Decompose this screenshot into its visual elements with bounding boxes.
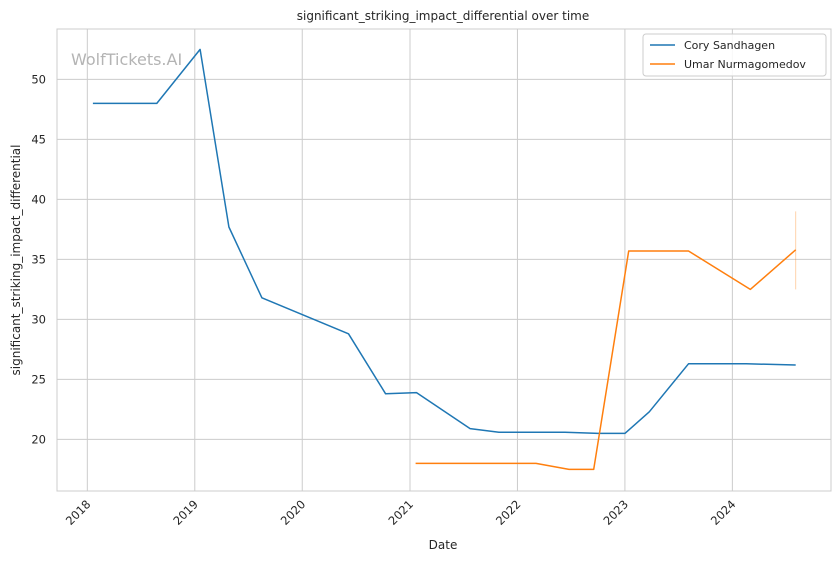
x-tick-label: 2024: [708, 497, 739, 528]
y-tick-label: 45: [31, 132, 46, 146]
x-tick-label: 2023: [600, 497, 631, 528]
x-axis-title: Date: [429, 538, 458, 552]
x-tick-label: 2019: [170, 497, 201, 528]
chart-title: significant_striking_impact_differential…: [297, 9, 589, 23]
legend-box: [642, 33, 827, 77]
grid: [57, 29, 831, 491]
y-tick-label: 50: [31, 72, 46, 86]
y-tick-label: 40: [31, 192, 46, 206]
legend-label-series-1: Cory Sandhagen: [684, 39, 775, 52]
series-line-2: [415, 249, 797, 471]
x-tick-label: 2018: [63, 497, 94, 528]
y-axis-title: significant_striking_impact_differential: [9, 145, 23, 376]
plot-frame: [56, 28, 832, 492]
legend-label-series-2: Umar Nurmagomedov: [684, 58, 806, 71]
x-tick-label: 2021: [386, 497, 417, 528]
y-tick-label: 30: [31, 312, 46, 326]
legend: Cory Sandhagen Umar Nurmagomedov: [642, 33, 827, 77]
y-tick-label: 25: [31, 372, 46, 386]
tick-labels: 2018 2019 2020 2021 2022 2023 2024202530354045…: [31, 72, 738, 527]
y-tick-label: 20: [31, 432, 46, 446]
series-line-1: [92, 48, 796, 435]
y-tick-label: 35: [31, 252, 46, 266]
watermark: WolfTickets.AI: [71, 50, 182, 69]
series-lines: [92, 48, 797, 471]
x-tick-label: 2022: [493, 497, 524, 528]
x-tick-label: 2020: [278, 497, 309, 528]
